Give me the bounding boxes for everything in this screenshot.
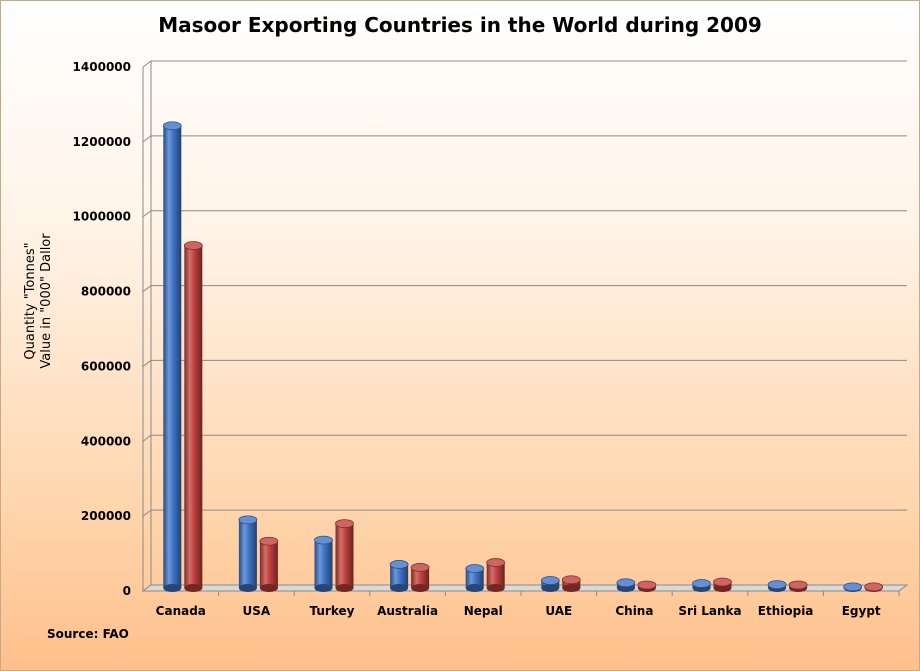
bar-base — [465, 584, 484, 592]
bar-cap — [692, 579, 711, 588]
gridline-slant — [142, 285, 152, 292]
gridline-slant — [142, 360, 152, 367]
bar-base — [259, 584, 278, 592]
bar-base — [335, 584, 354, 592]
y-tick-label: 1400000 — [73, 60, 131, 74]
bar-base — [184, 584, 203, 592]
y-tick-label: 400000 — [81, 434, 131, 448]
x-tick-label: Australia — [377, 604, 438, 618]
y-tick-label: 200000 — [81, 509, 131, 523]
chart-title: Masoor Exporting Countries in the World … — [158, 13, 762, 37]
bar-base — [713, 584, 732, 592]
bar-base — [562, 584, 581, 592]
bar-cap — [259, 536, 279, 546]
bar-usa-s1 — [238, 519, 257, 588]
gridline-slant — [142, 210, 152, 218]
bar-nepal-s2 — [486, 562, 505, 588]
bar-cap — [637, 580, 657, 590]
bar-cap — [314, 535, 333, 545]
bar-australia-s2 — [411, 567, 430, 588]
x-tick-label: Canada — [156, 604, 206, 618]
gridline-slant — [142, 434, 152, 442]
y-tick-label: 1000000 — [73, 210, 131, 224]
bar-cap — [864, 582, 884, 592]
x-tick-label: UAE — [545, 604, 572, 618]
bar-cap — [335, 519, 354, 529]
bar-turkey-s1 — [314, 540, 333, 588]
y-tick-label: 800000 — [81, 285, 131, 299]
bar-cap — [162, 121, 182, 131]
bar-cap — [238, 515, 258, 525]
bar-usa-s2 — [259, 541, 278, 588]
x-tick-label: USA — [243, 604, 271, 618]
x-tick-label: Ethiopia — [758, 604, 814, 618]
bar-base — [390, 584, 409, 592]
bar-base — [163, 584, 182, 592]
bar-turkey-s2 — [335, 523, 354, 588]
bar-cap — [616, 578, 636, 588]
gridline-slant — [142, 135, 152, 143]
x-tick-label: Nepal — [464, 604, 503, 618]
bar-canada-s2 — [184, 245, 203, 588]
bar-cap — [713, 577, 732, 587]
bar-cap — [788, 580, 808, 590]
source-note: Source: FAO — [47, 627, 129, 641]
gridline-slant — [142, 60, 152, 68]
bar-cap — [540, 576, 560, 585]
bar-cap — [767, 580, 787, 590]
bar-cap — [183, 241, 203, 250]
bar-cap — [410, 563, 430, 572]
x-tick-label: Sri Lanka — [678, 604, 741, 618]
bar-cap — [465, 564, 485, 573]
y-tick-label: 0 — [123, 584, 131, 598]
x-tick-label: Turkey — [310, 604, 355, 618]
bar-cap — [561, 575, 581, 585]
bar-cap — [843, 582, 863, 592]
bar-base — [541, 584, 560, 592]
bar-base — [238, 584, 257, 592]
bar-canada-s1 — [163, 125, 182, 588]
bar-base — [314, 584, 333, 592]
y-tick-label: 600000 — [81, 359, 131, 373]
x-tick-label: China — [615, 604, 653, 618]
bar-australia-s1 — [390, 564, 409, 588]
bar-cap — [486, 558, 506, 567]
x-tick-label: Egypt — [842, 604, 881, 618]
gridline-slant — [142, 509, 152, 517]
bar-base — [411, 584, 430, 592]
bar-cap — [389, 560, 409, 569]
bar-base — [486, 584, 505, 592]
y-tick-label: 1200000 — [73, 135, 131, 149]
bar-nepal-s1 — [465, 568, 484, 588]
